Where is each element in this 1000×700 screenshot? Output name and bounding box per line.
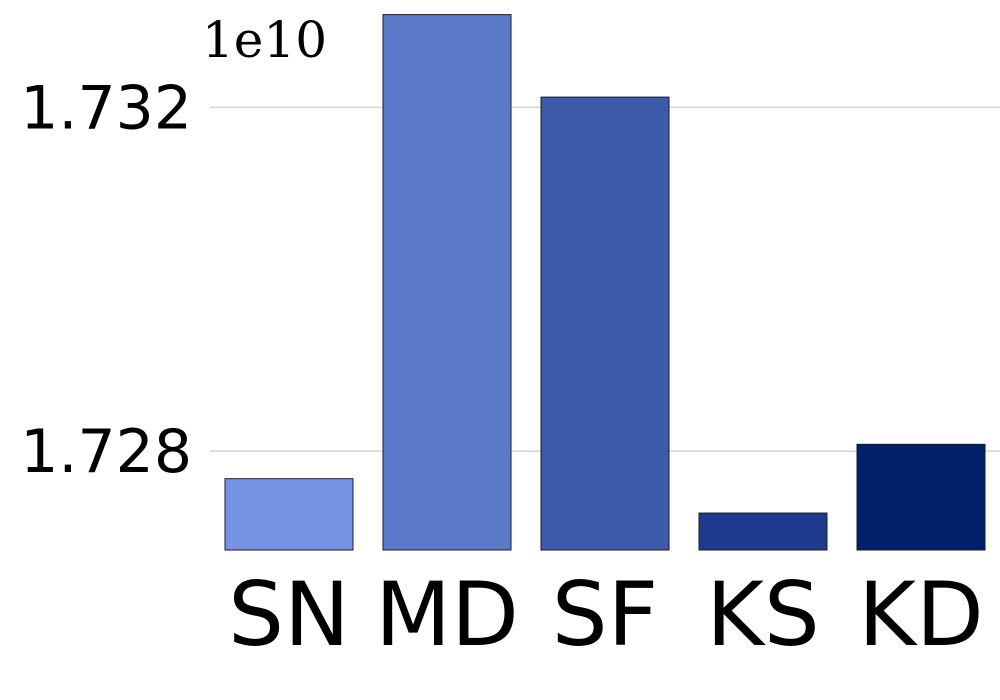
x-tick-label-sf: SF: [552, 563, 658, 666]
bar-sf: [540, 96, 670, 551]
x-tick-label-sn: SN: [228, 563, 350, 666]
y-tick-label: 1.728: [20, 417, 192, 487]
bar-sn: [224, 478, 354, 551]
axis-offset-label: 1e10: [202, 11, 327, 69]
x-tick-label-kd: KD: [858, 563, 983, 666]
bar-kd: [856, 443, 986, 551]
x-tick-labels: SN MD SF KS KD: [228, 563, 984, 666]
bars: [224, 14, 986, 551]
bar-ks: [698, 512, 828, 551]
bar-md: [382, 14, 512, 551]
y-tick-labels: 1.728 1.732: [20, 73, 192, 487]
y-tick-label: 1.732: [20, 73, 192, 143]
x-tick-label-ks: KS: [706, 563, 820, 666]
x-tick-label-md: MD: [375, 563, 519, 666]
